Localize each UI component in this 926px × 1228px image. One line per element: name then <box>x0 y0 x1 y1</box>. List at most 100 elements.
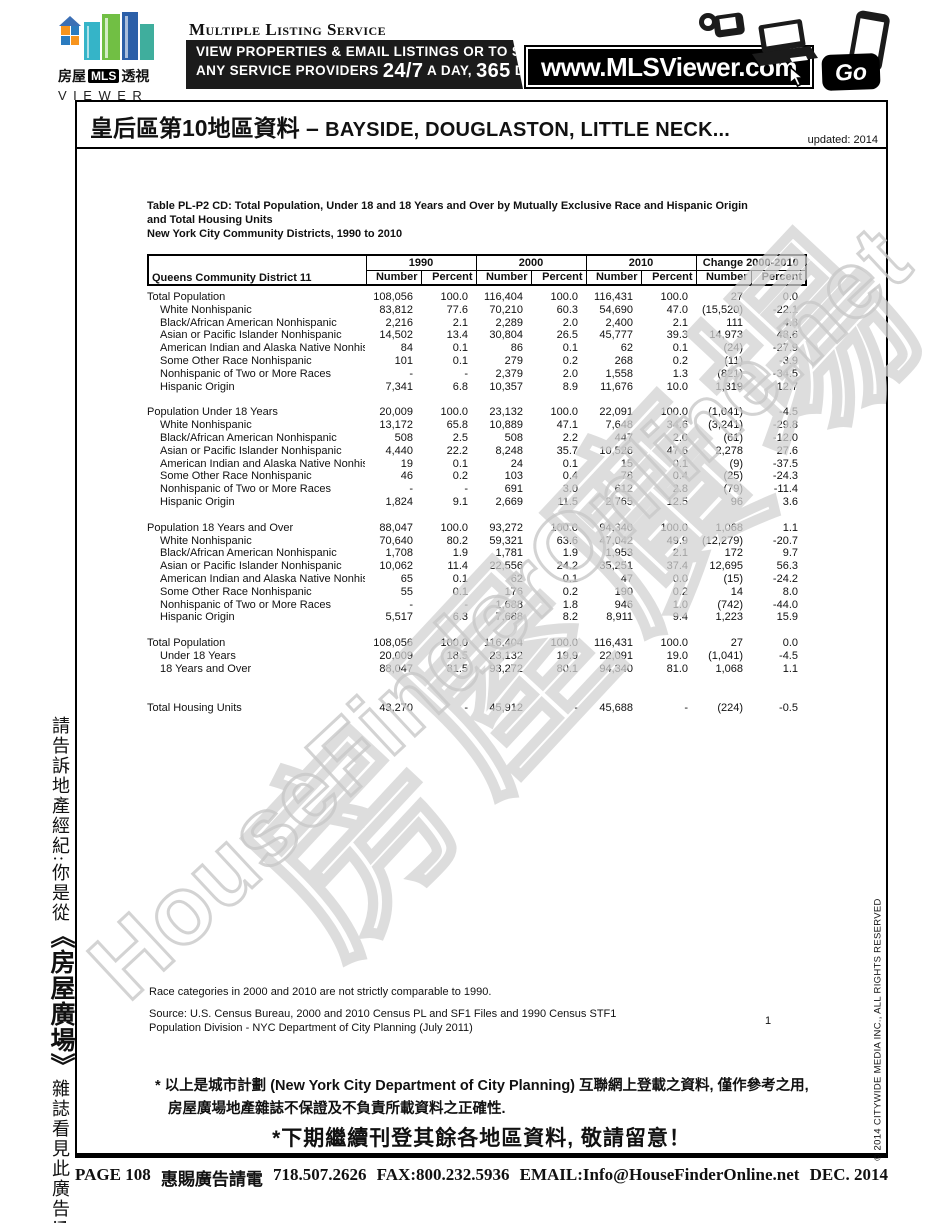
table-row: American Indian and Alaska Native Nonhis… <box>147 458 811 471</box>
cell-value: 10,889 <box>489 419 523 432</box>
cell-value: 20,009 <box>379 649 413 662</box>
cell-value: 0.4 <box>562 470 578 483</box>
cell-value: 612 <box>614 483 633 496</box>
col-group-2000: 2000 <box>475 254 587 271</box>
content-area: Table PL-P2 CD: Total Population, Under … <box>77 149 886 1153</box>
cell-value: 78 <box>620 470 633 483</box>
subcol-number: Number <box>585 269 642 286</box>
cell-value: 22,556 <box>489 560 523 573</box>
tagline-365: 365 <box>476 60 511 82</box>
cell-value: 1,688 <box>495 598 523 611</box>
cell-value: 1.9 <box>562 547 578 560</box>
cell-value: 0.1 <box>452 342 468 355</box>
cell-value: -4.5 <box>779 649 798 662</box>
cell-value: 43,270 <box>379 701 413 714</box>
cell-value: 14 <box>730 585 743 598</box>
row-label: American Indian and Alaska Native Nonhis… <box>160 342 365 355</box>
next-issue-notice: *下期繼續刊登其餘各地區資料, 敬請留意！ <box>272 1127 691 1150</box>
table-row: Population Under 18 Years 20,009 100.0 23,1… <box>147 406 811 419</box>
table-row: Population 18 Years and Over 88,047 100.0 9… <box>147 522 811 535</box>
row-label: Black/African American Nonhispanic <box>160 316 337 329</box>
cell-value: 47.6 <box>666 444 688 457</box>
cell-value: 63.6 <box>556 534 578 547</box>
cell-value: 19.0 <box>666 649 688 662</box>
mlsviewer-url-button[interactable]: www.MLSViewer.com <box>524 45 814 89</box>
cell-value: 27.6 <box>776 444 798 457</box>
left-notice-post: 雜誌看見此廣告! <box>50 1079 70 1228</box>
row-label: Total Population <box>147 637 226 650</box>
table-row: Asian or Pacific Islander Nonhispanic 10,… <box>147 560 811 573</box>
cell-value: 0.2 <box>562 354 578 367</box>
cell-value: (821) <box>717 367 743 380</box>
row-label: 18 Years and Over <box>160 662 252 675</box>
cell-value: 35.7 <box>556 444 578 457</box>
multiple-listing-service-label: Multiple Listing Service <box>189 20 387 39</box>
cell-value: 100.0 <box>550 521 578 534</box>
row-label: Hispanic Origin <box>160 495 235 508</box>
cell-value: 93,272 <box>489 521 523 534</box>
cell-value: 0.4 <box>672 470 688 483</box>
cell-value: 0.1 <box>562 572 578 585</box>
copyright-vertical-text: © 2014 CITYWIDE MEDIA INC., ALL RIGHTS R… <box>872 898 884 1161</box>
cell-value: 45,912 <box>489 701 523 714</box>
cell-value: 47.1 <box>556 419 578 432</box>
cell-value: -37.5 <box>772 457 798 470</box>
cell-value: 7,341 <box>385 380 413 393</box>
cell-value: 1,068 <box>715 662 743 675</box>
cell-value: 2,289 <box>495 316 523 329</box>
cell-value: 26.5 <box>556 329 578 342</box>
cell-value: 1,068 <box>715 521 743 534</box>
footer-date: DEC. 2014 <box>809 1165 888 1184</box>
cell-value: 0.2 <box>672 354 688 367</box>
cell-value: 24.2 <box>556 560 578 573</box>
cell-value: 100.0 <box>660 637 688 650</box>
banner-tagline-line2: ANY SERVICE PROVIDERS 24/7 A DAY, 365 DA… <box>196 60 515 83</box>
cell-value: 19.9 <box>556 649 578 662</box>
buildings-logo-icon <box>59 12 154 60</box>
table-row: Hispanic Origin 5,517 6.3 7,688 8.2 8,911 9.4 1… <box>147 611 811 624</box>
logo-text-toushi: 透視 <box>121 68 150 84</box>
cell-value: - <box>409 483 413 496</box>
page-footer: PAGE 108 惠賜廣告請電 718.507.2626 FAX:800.232… <box>75 1165 888 1190</box>
row-label: Asian or Pacific Islander Nonhispanic <box>160 329 342 342</box>
table-row: Under 18 Years 20,009 18.5 23,132 19.9 22,091… <box>147 650 811 663</box>
cell-value: 19 <box>400 457 413 470</box>
cell-value: -24.3 <box>772 470 798 483</box>
cell-value: 0.0 <box>782 291 798 303</box>
cell-value: 100.0 <box>550 291 578 303</box>
table-section: Population Under 18 Years 20,009 100.0 23,1… <box>147 406 811 508</box>
cell-value: 15.9 <box>776 611 798 624</box>
row-label: Some Other Race Nonhispanic <box>160 585 312 598</box>
cell-value: 60.3 <box>556 303 578 316</box>
cell-value: 7,688 <box>495 611 523 624</box>
table-row: Some Other Race Nonhispanic 46 0.2 103 0.4 78… <box>147 470 811 483</box>
note-comparability: Race categories in 2000 and 2010 are not… <box>149 986 492 998</box>
cell-value: 54,690 <box>599 303 633 316</box>
cell-value: 0.1 <box>452 457 468 470</box>
row-label: American Indian and Alaska Native Nonhis… <box>160 572 365 585</box>
cell-value: -4.5 <box>779 406 798 419</box>
cell-value: 8,911 <box>606 611 633 624</box>
go-button[interactable]: Go <box>821 52 881 92</box>
cell-value: -29.8 <box>772 419 798 432</box>
cell-value: 59,321 <box>489 534 523 547</box>
cell-value: 48.6 <box>776 329 798 342</box>
cell-value: 1.1 <box>782 521 798 534</box>
left-vertical-notice: 請告訴地產經紀:你是從《房屋廣場》雜誌看見此廣告! <box>42 716 78 1227</box>
table-header: Queens Community District 11 1990 2000 2… <box>147 254 807 286</box>
cell-value: 2,669 <box>495 495 523 508</box>
table-section: Total Population 108,056 100.0 116,404 100.0… <box>147 291 811 393</box>
source-page-number: 1 <box>765 1015 772 1027</box>
cell-value: 34.6 <box>666 419 688 432</box>
row-header-cell: Queens Community District 11 <box>147 254 367 286</box>
top-banner: 房屋 MLS 透視 VIEWER Multiple Listing Servic… <box>0 0 926 103</box>
cell-value: 47 <box>620 572 633 585</box>
cell-value: (224) <box>717 701 743 714</box>
footer-email: EMAIL:Info@HouseFinderOnline.net <box>519 1165 800 1184</box>
table-row: Black/African American Nonhispanic 508 2.5… <box>147 432 811 445</box>
cell-value: 70,210 <box>489 303 523 316</box>
cell-value: 691 <box>504 483 523 496</box>
cell-value: - <box>409 598 413 611</box>
laptop-icon <box>752 19 818 66</box>
cell-value: 22,091 <box>599 406 633 419</box>
